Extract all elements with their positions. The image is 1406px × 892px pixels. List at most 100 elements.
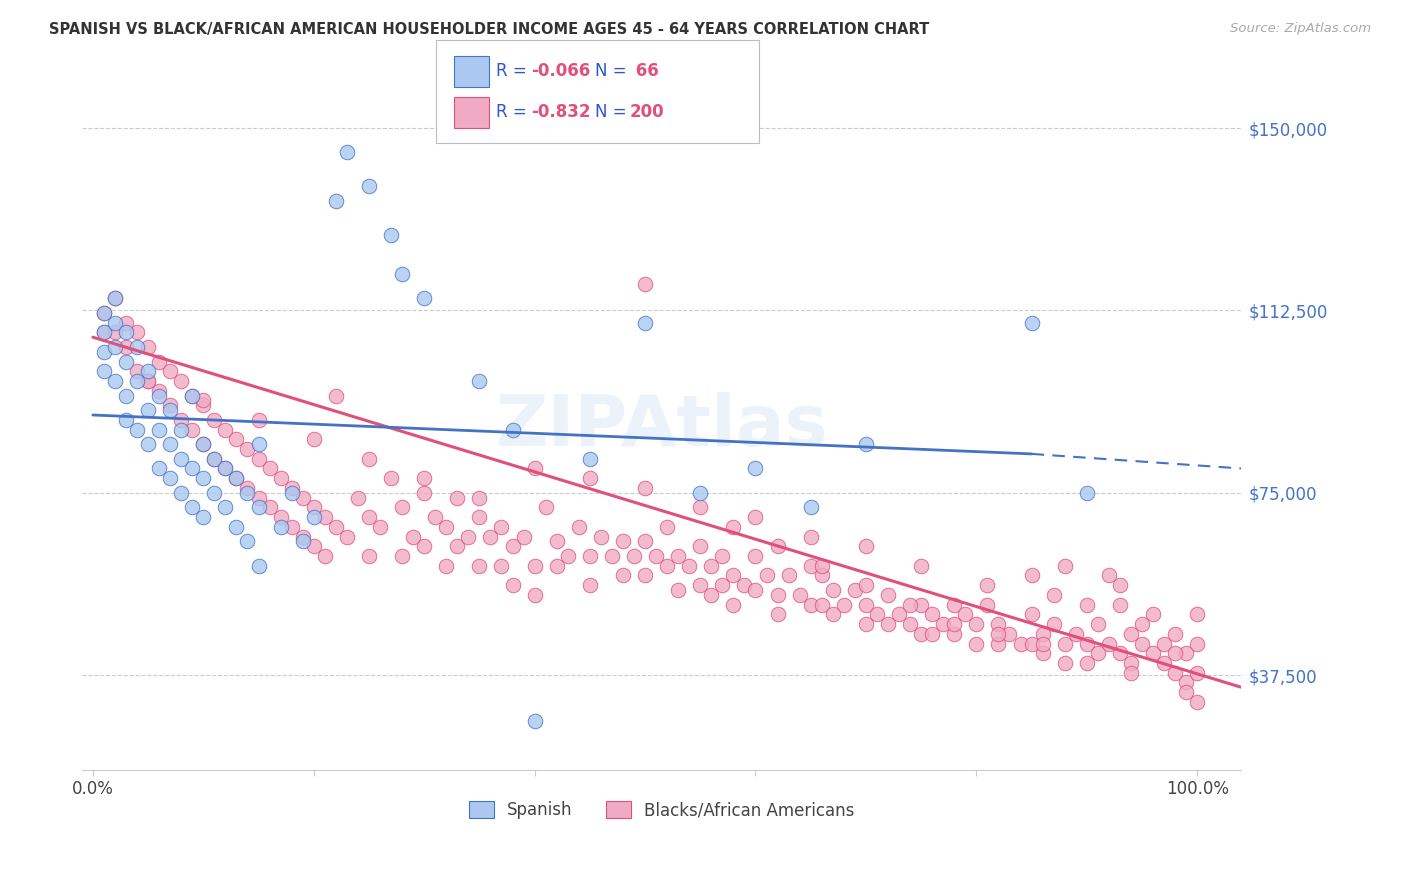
Point <box>810 558 832 573</box>
Point <box>202 451 225 466</box>
Point <box>1119 665 1142 680</box>
Point <box>634 277 657 291</box>
Point <box>468 491 491 505</box>
Point <box>380 471 402 485</box>
Point <box>413 471 436 485</box>
Point <box>579 471 602 485</box>
Point <box>921 607 943 622</box>
Point <box>136 374 159 388</box>
Point <box>193 471 215 485</box>
Point <box>302 433 325 447</box>
Point <box>557 549 579 563</box>
Point <box>534 500 557 515</box>
Point <box>666 583 689 598</box>
Point <box>259 500 281 515</box>
Point <box>93 306 115 320</box>
Point <box>1021 316 1043 330</box>
Point <box>1109 646 1132 660</box>
Point <box>468 374 491 388</box>
Point <box>1021 636 1043 650</box>
Point <box>357 451 380 466</box>
Point <box>115 413 138 427</box>
Point <box>976 578 998 592</box>
Point <box>193 437 215 451</box>
Point <box>214 461 236 475</box>
Point <box>93 306 115 320</box>
Point <box>700 558 723 573</box>
Point <box>733 578 755 592</box>
Point <box>955 607 977 622</box>
Point <box>821 583 844 598</box>
Point <box>579 549 602 563</box>
Point <box>270 510 292 524</box>
Point <box>1164 627 1187 641</box>
Text: Source: ZipAtlas.com: Source: ZipAtlas.com <box>1230 22 1371 36</box>
Point <box>104 291 127 305</box>
Point <box>247 413 270 427</box>
Point <box>965 636 987 650</box>
Point <box>1087 617 1109 632</box>
Point <box>800 500 823 515</box>
Point <box>148 461 170 475</box>
Point <box>976 598 998 612</box>
Point <box>413 485 436 500</box>
Point <box>910 558 932 573</box>
Point <box>744 549 766 563</box>
Point <box>280 481 302 495</box>
Point <box>1098 568 1121 582</box>
Point <box>115 340 138 354</box>
Point <box>943 617 966 632</box>
Point <box>148 354 170 368</box>
Point <box>259 461 281 475</box>
Point <box>125 326 148 340</box>
Point <box>291 530 314 544</box>
Point <box>325 388 347 402</box>
Point <box>380 228 402 243</box>
Point <box>689 578 711 592</box>
Point <box>546 558 568 573</box>
Point <box>1142 607 1164 622</box>
Point <box>104 374 127 388</box>
Point <box>104 316 127 330</box>
Point <box>877 588 900 602</box>
Point <box>546 534 568 549</box>
Point <box>568 520 591 534</box>
Point <box>202 451 225 466</box>
Point <box>678 558 700 573</box>
Point <box>1053 558 1076 573</box>
Point <box>181 500 204 515</box>
Point <box>170 423 193 437</box>
Point <box>1010 636 1032 650</box>
Point <box>855 617 877 632</box>
Point <box>1032 627 1054 641</box>
Point <box>159 403 181 417</box>
Point <box>711 578 734 592</box>
Point <box>247 491 270 505</box>
Point <box>789 588 811 602</box>
Point <box>325 194 347 208</box>
Point <box>193 437 215 451</box>
Point <box>159 364 181 378</box>
Point <box>104 326 127 340</box>
Text: ZIPAtlas: ZIPAtlas <box>495 392 828 461</box>
Point <box>855 437 877 451</box>
Point <box>457 530 479 544</box>
Point <box>755 568 778 582</box>
Point <box>202 485 225 500</box>
Point <box>125 423 148 437</box>
Point <box>170 413 193 427</box>
Point <box>1021 568 1043 582</box>
Point <box>93 364 115 378</box>
Point <box>589 530 612 544</box>
Point <box>1130 617 1153 632</box>
Point <box>181 388 204 402</box>
Point <box>214 461 236 475</box>
Point <box>744 461 766 475</box>
Point <box>336 530 359 544</box>
Point <box>225 471 247 485</box>
Point <box>468 558 491 573</box>
Point <box>1032 646 1054 660</box>
Point <box>1119 656 1142 670</box>
Point <box>689 500 711 515</box>
Point <box>136 437 159 451</box>
